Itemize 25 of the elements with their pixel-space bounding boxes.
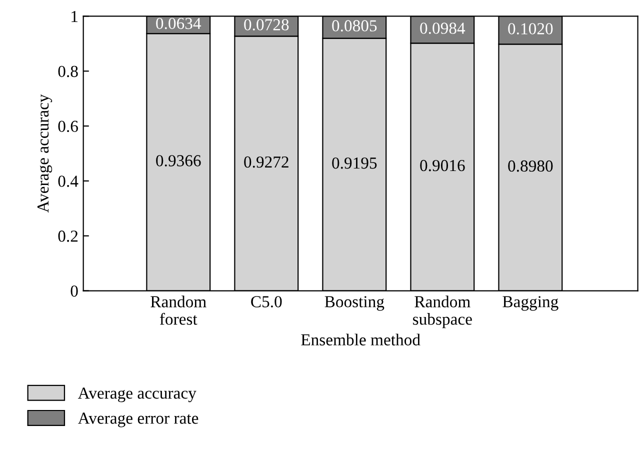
- data-label: 0.9016: [420, 160, 465, 172]
- data-label: 0.8980: [508, 160, 553, 172]
- data-label: 0.0984: [420, 22, 466, 34]
- legend-label: Average accuracy: [78, 388, 196, 402]
- x-tick-label: Random subspace: [413, 296, 472, 328]
- x-tick-label: C5.0: [251, 296, 282, 308]
- y-tick-label: 0.2: [58, 230, 78, 242]
- x-tick-label: Random forest: [150, 296, 206, 325]
- y-tick-label: 0.8: [58, 66, 78, 78]
- x-tick-label: Bagging: [502, 296, 558, 311]
- data-label: 0.9195: [332, 157, 377, 169]
- y-tick-label: 0.6: [58, 120, 78, 132]
- data-label: 0.0728: [244, 19, 289, 30]
- y-tick-label: 1: [72, 10, 78, 22]
- data-label: 0.9272: [244, 156, 288, 168]
- x-axis-title: Ensemble method: [301, 334, 420, 346]
- data-label: 0.9366: [156, 155, 201, 166]
- y-axis-title: Average accuracy: [37, 94, 52, 213]
- data-label: 0.1020: [508, 23, 553, 34]
- y-tick-label: 0.4: [58, 176, 78, 187]
- legend-label: Average error rate: [78, 412, 198, 428]
- x-tick-label: Boosting: [324, 296, 384, 311]
- data-label: 0.0805: [332, 20, 377, 32]
- data-label: 0.0634: [156, 18, 202, 30]
- y-tick-label: 0: [70, 285, 78, 297]
